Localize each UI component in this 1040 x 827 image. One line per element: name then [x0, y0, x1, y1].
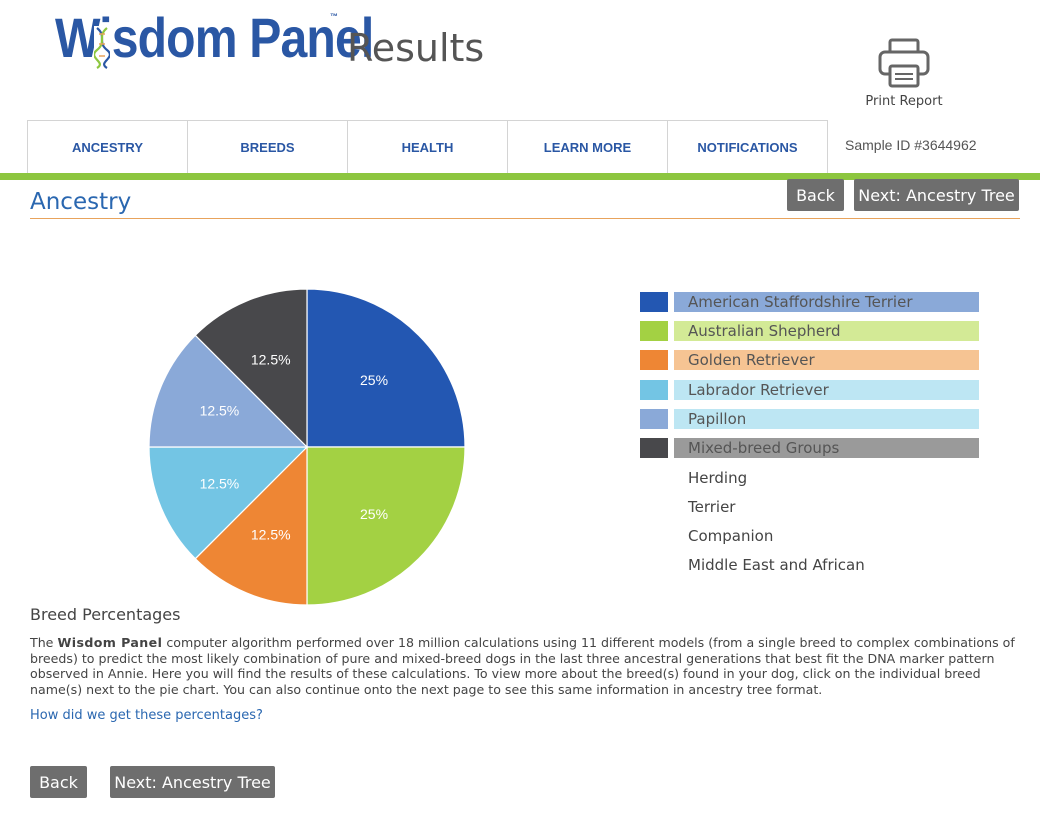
legend-swatch	[640, 408, 668, 429]
sub-group-middle-east-and-african[interactable]: Middle East and African	[688, 556, 865, 574]
pie-label: 12.5%	[200, 475, 240, 491]
tab-ancestry[interactable]: ANCESTRY	[27, 120, 188, 173]
legend-label: American Staffordshire Terrier	[674, 292, 979, 312]
printer-icon	[878, 38, 930, 88]
pie-slice-mixed-breed-groups[interactable]	[194, 288, 308, 449]
legend-item-labrador-retriever[interactable]: Labrador Retriever	[640, 379, 980, 409]
tab-notifications[interactable]: NOTIFICATIONS	[667, 120, 828, 173]
pie-slice-australian-shepherd[interactable]	[306, 446, 466, 606]
legend-item-australian-shepherd[interactable]: Australian Shepherd	[640, 321, 980, 350]
legend-item-papillon[interactable]: Papillon	[640, 408, 980, 438]
legend-swatch	[640, 292, 668, 312]
legend-swatch	[640, 350, 668, 371]
tab-breeds[interactable]: BREEDS	[187, 120, 348, 173]
para-prefix: The	[30, 635, 58, 650]
logo-trademark: ™	[330, 12, 338, 21]
legend-item-golden-retriever[interactable]: Golden Retriever	[640, 350, 980, 379]
pie-slice-golden-retriever[interactable]	[194, 445, 308, 606]
pie-slice-labrador-retriever[interactable]	[148, 446, 309, 560]
pie-slice-papillon[interactable]	[148, 334, 309, 448]
legend-label: Mixed-breed Groups	[674, 437, 979, 458]
pie-label: 12.5%	[251, 351, 291, 367]
tab-health[interactable]: HEALTH	[347, 120, 508, 173]
breed-percentages-description: The Wisdom Panel computer algorithm perf…	[30, 635, 1020, 697]
ancestry-pie-chart: 25% 25% 12.5% 12.5% 12.5% 12.5%	[148, 288, 466, 606]
pie-label: 12.5%	[200, 403, 240, 419]
pie-label: 25%	[360, 506, 388, 522]
sub-group-herding[interactable]: Herding	[688, 469, 748, 487]
legend-item-american-staffordshire-terrier[interactable]: American Staffordshire Terrier	[640, 292, 980, 321]
pie-slice-american-staffordshire-terrier[interactable]	[306, 288, 466, 448]
legend-item-mixed-breed-groups[interactable]: Mixed-breed Groups	[640, 437, 980, 467]
results-title: Results	[347, 26, 485, 70]
how-percentages-link[interactable]: How did we get these percentages?	[30, 708, 263, 723]
legend-label: Australian Shepherd	[674, 321, 979, 342]
pie-label: 25%	[360, 372, 388, 388]
tab-learn-more[interactable]: LEARN MORE	[507, 120, 668, 173]
pie-label: 12.5%	[251, 527, 291, 543]
nav-divider	[0, 173, 1040, 180]
main-nav: ANCESTRY BREEDS HEALTH LEARN MORE NOTIFI…	[27, 120, 828, 173]
page-title: Ancestry	[30, 189, 132, 215]
legend-swatch	[640, 437, 668, 458]
sub-group-terrier[interactable]: Terrier	[688, 498, 736, 516]
back-button-top[interactable]: Back	[787, 179, 844, 211]
print-report-label: Print Report	[865, 94, 943, 109]
sub-group-companion[interactable]: Companion	[688, 527, 774, 545]
back-button-bottom[interactable]: Back	[30, 766, 87, 798]
legend-swatch	[640, 379, 668, 400]
legend-label: Labrador Retriever	[674, 379, 979, 400]
legend-swatch	[640, 321, 668, 342]
next-ancestry-tree-button-top[interactable]: Next: Ancestry Tree	[854, 179, 1019, 211]
breed-percentages-heading: Breed Percentages	[30, 605, 181, 624]
print-report-button[interactable]: Print Report	[858, 38, 950, 109]
sample-id: Sample ID #3644962	[845, 137, 977, 153]
legend-label: Golden Retriever	[674, 350, 979, 371]
wisdom-panel-logo: Wisdom Panel ™ Results	[55, 6, 495, 72]
legend-label: Papillon	[674, 408, 979, 429]
dna-helix-icon	[94, 26, 110, 70]
breed-legend: American Staffordshire Terrier Australia…	[640, 292, 980, 574]
next-ancestry-tree-button-bottom[interactable]: Next: Ancestry Tree	[110, 766, 275, 798]
para-body: computer algorithm performed over 18 mil…	[30, 635, 1015, 697]
title-divider	[30, 218, 1020, 219]
para-brand: Wisdom Panel	[57, 635, 163, 650]
